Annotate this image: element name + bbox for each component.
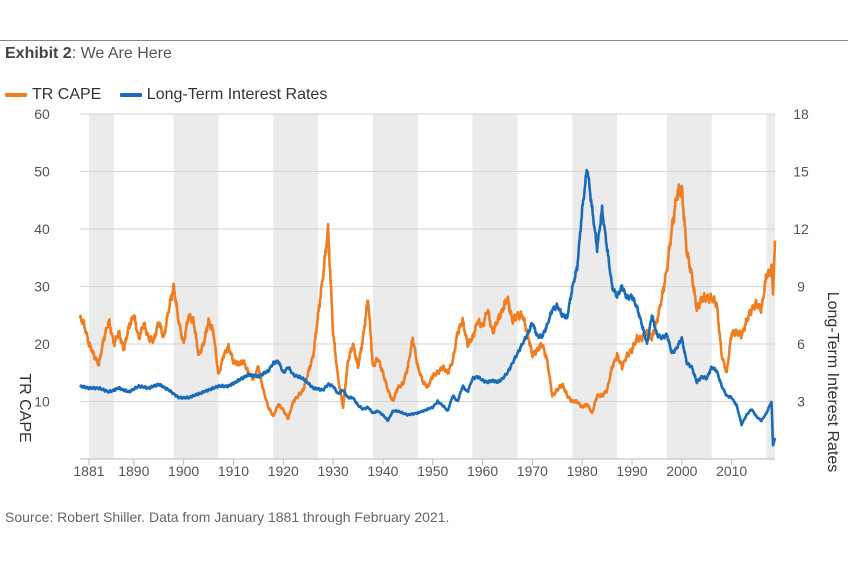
legend-item-tr-cape: TR CAPE [5, 86, 101, 104]
y-left-axis-title: TR CAPE [16, 373, 33, 442]
x-tick-label: 1980 [567, 463, 598, 479]
y-left-tick-label: 10 [34, 394, 50, 410]
y-right-tick-label: 18 [793, 106, 809, 122]
y-left-tick-label: 20 [34, 336, 50, 352]
legend-label-tr-cape: TR CAPE [32, 86, 102, 103]
x-tick-label: 2000 [666, 463, 697, 479]
y-right-axis-title: Long-Term Interest Rates [824, 292, 841, 473]
legend-swatch-tr-cape [5, 93, 27, 97]
y-right-tick-label: 3 [797, 394, 805, 410]
exhibit-subtitle: We Are Here [80, 45, 172, 62]
x-tick-label: 1920 [268, 463, 299, 479]
exhibit-separator: : [71, 45, 81, 62]
legend-label-interest-rates: Long-Term Interest Rates [146, 86, 328, 103]
series-line-tr-cape [78, 183, 777, 421]
y-right-tick-label: 12 [793, 221, 809, 237]
source-note: Source: Robert Shiller. Data from Januar… [5, 509, 450, 525]
x-tick-label: 1990 [616, 463, 647, 479]
x-tick-label: 1940 [367, 463, 398, 479]
series-lines [78, 168, 777, 447]
x-tick-label: 1881 [73, 463, 104, 479]
exhibit-label: Exhibit 2 [5, 45, 72, 62]
y-left-tick-label: 60 [34, 106, 50, 122]
y-right-tick-label: 15 [793, 164, 809, 180]
x-tick-label: 1950 [417, 463, 448, 479]
x-tick-label: 1900 [168, 463, 199, 479]
series-line-long-term-interest-rates [79, 168, 777, 447]
x-tick-label: 1970 [517, 463, 548, 479]
x-tick-label: 2010 [716, 463, 747, 479]
top-rule [0, 40, 848, 41]
y-right-tick-label: 6 [797, 336, 805, 352]
legend-swatch-interest-rates [119, 93, 142, 97]
chart-legend: TR CAPE Long-Term Interest Rates [5, 84, 341, 104]
x-tick-label: 1960 [467, 463, 498, 479]
y-right-tick-label: 9 [797, 279, 805, 295]
x-tick-label: 1890 [118, 463, 149, 479]
exhibit-title: Exhibit 2: We Are Here [5, 45, 172, 63]
x-tick-label: 1910 [218, 463, 249, 479]
y-left-tick-label: 50 [34, 164, 50, 180]
x-tick-label: 1930 [318, 463, 349, 479]
y-left-tick-label: 40 [34, 221, 50, 237]
tick-labels: 10 20 30 40 50 60 3 6 9 12 15 18 1881 1890 1900 1910 192… [34, 106, 809, 479]
y-left-tick-label: 30 [34, 279, 50, 295]
legend-item-interest-rates: Long-Term Interest Rates [119, 86, 328, 104]
